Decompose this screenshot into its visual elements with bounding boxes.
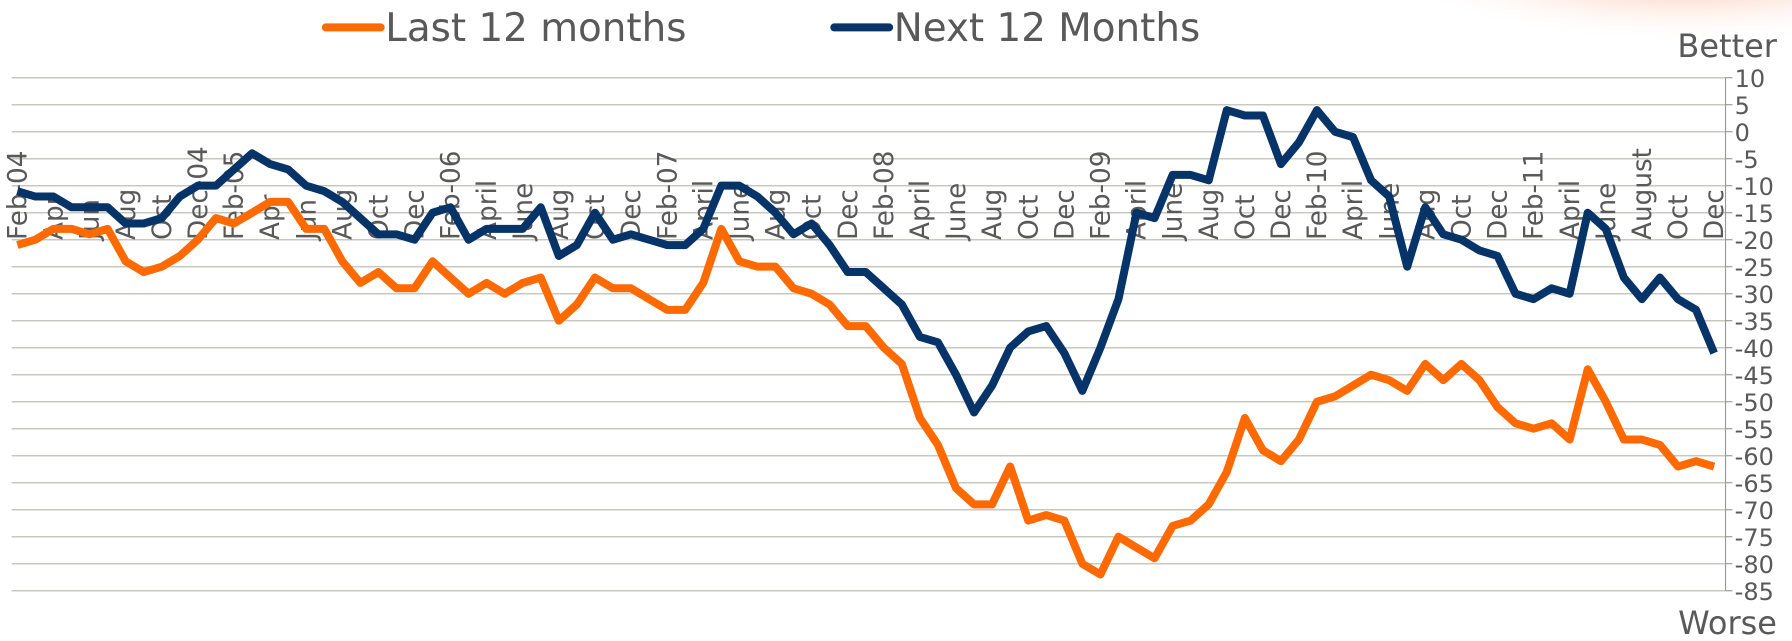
y-tick-label: -60 bbox=[1735, 443, 1774, 471]
x-tick-label: Aug bbox=[978, 189, 1008, 240]
y-tick-label: -75 bbox=[1735, 524, 1774, 552]
y-tick-label: -70 bbox=[1735, 497, 1774, 525]
series-line bbox=[16, 106, 1718, 417]
y-tick-label: -85 bbox=[1735, 578, 1774, 606]
y-tick-label: -10 bbox=[1735, 173, 1774, 201]
legend-label: Last 12 months bbox=[385, 6, 686, 51]
x-tick-label: Aug bbox=[1195, 189, 1225, 240]
y-tick-label: -20 bbox=[1735, 227, 1774, 255]
series-line bbox=[16, 197, 1716, 579]
x-tick-label: Dec bbox=[1700, 189, 1730, 240]
x-tick-label: April bbox=[1339, 180, 1369, 240]
y-tick-label: -15 bbox=[1735, 200, 1774, 228]
y-tick-label: -40 bbox=[1735, 335, 1774, 363]
y-tick-label: -25 bbox=[1735, 254, 1774, 282]
x-tick-label: June bbox=[942, 183, 972, 242]
y-tick-label: -50 bbox=[1735, 389, 1774, 417]
legend-label: Next 12 Months bbox=[894, 6, 1200, 51]
x-tick-label: Oct bbox=[1014, 195, 1044, 240]
x-tick-label: Feb-07 bbox=[653, 151, 683, 240]
y-tick-label: -65 bbox=[1735, 470, 1774, 498]
x-tick-label: Oct bbox=[1664, 195, 1694, 240]
y-tick-label: -80 bbox=[1735, 551, 1774, 579]
annotation: Better bbox=[1677, 27, 1777, 65]
x-tick-label: Oct bbox=[1231, 195, 1261, 240]
x-tick-label: Feb-11 bbox=[1520, 151, 1550, 240]
y-tick-label: -45 bbox=[1735, 362, 1774, 390]
y-tick-label: 5 bbox=[1735, 92, 1750, 120]
x-tick-label: Dec bbox=[1484, 189, 1514, 240]
y-tick-label: 0 bbox=[1735, 119, 1750, 147]
decoration bbox=[1382, 0, 1792, 75]
y-tick-label: -30 bbox=[1735, 281, 1774, 309]
annotation: Worse bbox=[1678, 604, 1777, 641]
lines bbox=[16, 106, 1718, 579]
x-tick-label: August bbox=[1628, 148, 1658, 240]
y-tick-label: -5 bbox=[1735, 146, 1759, 174]
x-tick-label: Feb-08 bbox=[870, 151, 900, 240]
y-tick-label: 10 bbox=[1735, 65, 1766, 93]
x-tick-label: Dec bbox=[834, 189, 864, 240]
x-tick-label: Feb-09 bbox=[1087, 151, 1117, 240]
legend: Last 12 months Next 12 Months bbox=[321, 6, 1200, 51]
grid: 1050-5-10-15-20-25-30-35-40-45-50-55-60-… bbox=[11, 65, 1774, 606]
y-tick-label: -35 bbox=[1735, 308, 1774, 336]
y-tick-label: -55 bbox=[1735, 416, 1774, 444]
x-tick-label: Dec bbox=[1050, 189, 1080, 240]
x-tick-label: Feb-10 bbox=[1303, 151, 1333, 240]
x-tick-label: April bbox=[906, 180, 936, 240]
x-tick-label: Dec bbox=[1267, 189, 1297, 240]
x-tick-label: Oct bbox=[1448, 195, 1478, 240]
